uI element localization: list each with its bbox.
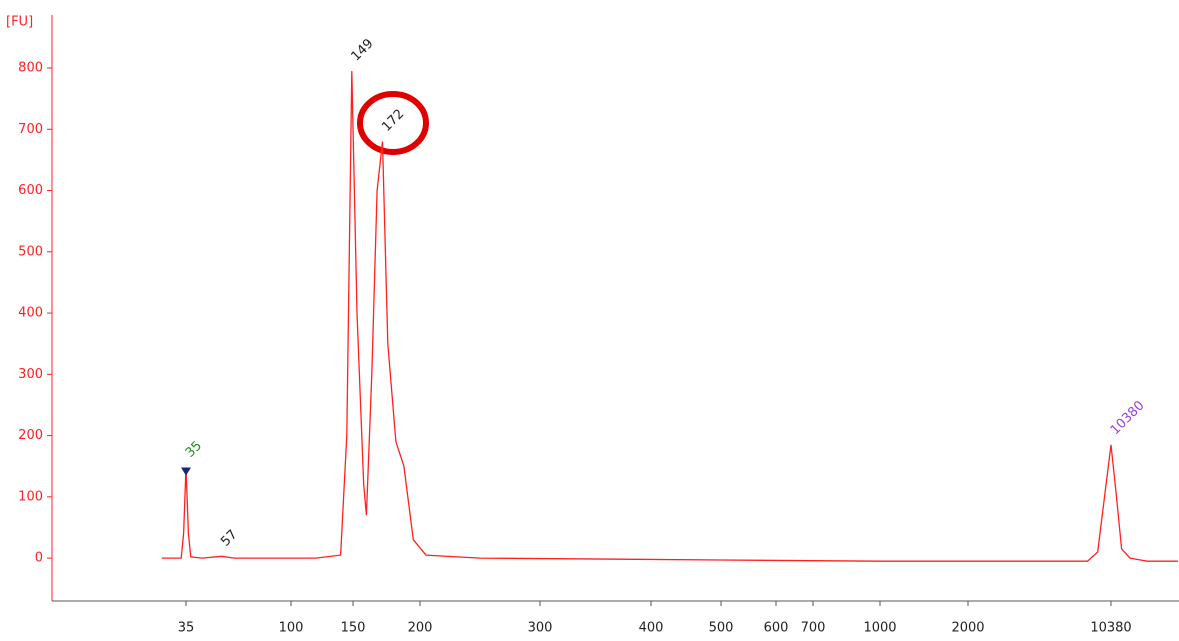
trace [161,71,1178,562]
y-tick-label: 400 [18,306,43,321]
x-tick-label: 500 [709,621,734,636]
y-tick-label: 700 [18,122,43,137]
x-tick-label: 100 [279,621,304,636]
y-tick-label: 600 [18,183,43,198]
y-tick-label: 500 [18,244,43,259]
x-tick-label: 1000 [863,621,896,636]
x-tick-label: 400 [639,621,664,636]
x-tick-label: 150 [341,621,366,636]
highlight-circle [357,91,429,155]
x-tick-label: 600 [764,621,789,636]
y-tick-label: 0 [35,551,43,566]
y-tick-label: 300 [18,367,43,382]
y-tick-label: 800 [18,61,43,76]
x-tick-label: 200 [408,621,433,636]
y-axis-label: [FU] [6,15,33,30]
peak-marker [181,467,191,476]
x-tick-label: 2000 [951,621,984,636]
x-tick-label: 10380 [1090,621,1131,636]
y-tick-label: 100 [18,489,43,504]
y-tick-label: 200 [18,428,43,443]
x-tick-label: 700 [801,621,826,636]
x-tick-label: 300 [528,621,553,636]
x-tick-label: 35 [178,621,195,636]
